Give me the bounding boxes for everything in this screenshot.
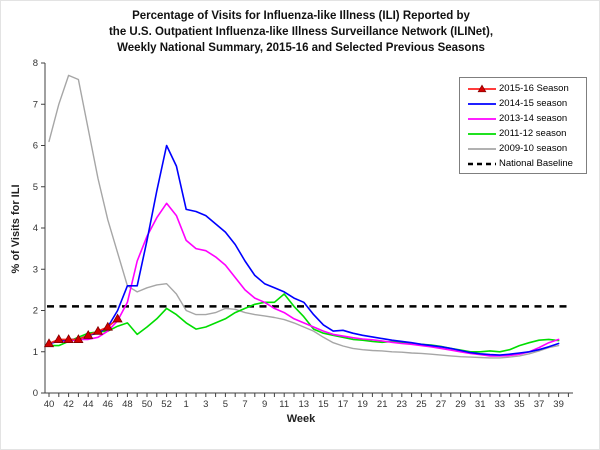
legend-label-2014-15-season: 2014-15 season [499,98,568,109]
x-tick-label: 31 [475,399,486,410]
legend-item-2009-10-season: 2009-10 season [460,141,586,156]
legend-sample-2014-15-season [468,102,496,105]
x-tick-label: 17 [338,399,349,410]
x-tick-label: 19 [357,399,368,410]
marker-2015-16-season [63,334,74,343]
marker-2015-16-season [73,334,84,343]
x-tick-label: 44 [83,399,94,410]
legend-triangle-marker-icon [477,83,487,92]
y-tick-label: 6 [33,141,38,152]
legend-sample-2011-12-season [468,132,496,135]
series-line-2011-12-season [48,293,560,353]
x-tick-label: 50 [142,399,153,410]
y-tick-label: 8 [33,58,38,69]
legend-label-national-baseline: National Baseline [499,158,573,169]
legend-sample-2013-14-season [468,117,496,120]
x-tick-label: 23 [397,399,408,410]
legend-sample-2009-10-season [468,147,496,150]
x-tick-label: 52 [161,399,172,410]
chart-title: Percentage of Visits for Influenza-like … [1,8,599,56]
y-axis-title: % of Visits for ILI [10,184,22,274]
chart-title-line-3: Weekly National Summary, 2015-16 and Sel… [117,42,485,54]
legend-sample-2015-16-season [468,83,496,92]
y-tick-label: 7 [33,99,38,110]
marker-2015-16-season [92,325,104,335]
x-tick-label: 1 [184,399,189,410]
x-tick-label: 11 [279,399,289,410]
legend-label-2011-12-season: 2011-12 season [499,128,567,139]
marker-2015-16-season [53,334,64,343]
x-axis-title: Week [286,413,316,425]
x-tick-label: 40 [44,399,55,410]
x-tick-label: 27 [436,399,447,410]
x-tick-label: 42 [63,399,74,410]
x-tick-label: 37 [534,399,545,410]
legend-item-2015-16-season: 2015-16 Season [460,81,586,96]
legend-label-2015-16-season: 2015-16 Season [499,83,569,94]
x-tick-label: 21 [377,399,388,410]
legend-label-2009-10-season: 2009-10 season [499,143,568,154]
x-tick-label: 46 [103,399,114,410]
legend-label-2013-14-season: 2013-14 season [499,113,568,124]
x-tick-label: 15 [318,399,329,410]
legend-item-2014-15-season: 2014-15 season [460,96,586,111]
chart-title-line-2: the U.S. Outpatient Influenza-like Illne… [108,26,494,38]
legend-sample-national-baseline [468,162,496,165]
legend-item-national-baseline: National Baseline [460,156,586,171]
marker-2015-16-season [102,321,113,331]
marker-2015-16-season [112,313,123,323]
y-tick-label: 2 [33,306,38,317]
y-tick-label: 3 [33,264,38,275]
x-tick-label: 13 [299,399,310,410]
x-tick-label: 35 [514,399,525,410]
y-tick-label: 4 [33,223,38,234]
x-tick-label: 25 [416,399,427,410]
y-tick-label: 0 [33,388,38,399]
x-tick-label: 29 [455,399,466,410]
y-tick-label: 1 [33,347,38,358]
x-tick-label: 39 [553,399,564,410]
chart-title-line-1: Percentage of Visits for Influenza-like … [132,10,470,22]
series-line-2009-10-season [48,74,560,359]
x-tick-label: 3 [203,399,208,410]
x-tick-label: 9 [262,399,267,410]
x-tick-label: 5 [223,399,228,410]
x-tick-label: 48 [122,399,133,410]
x-tick-label: 7 [242,399,247,410]
legend-item-2011-12-season: 2011-12 season [460,126,586,141]
marker-2015-16-season [43,338,55,348]
legend: 2015-16 Season 2014-15 season 2013-14 seas… [459,77,587,174]
series-line-2014-15-season [48,144,560,356]
x-tick-label: 33 [495,399,506,410]
y-tick-label: 5 [33,182,38,193]
legend-item-2013-14-season: 2013-14 season [460,111,586,126]
marker-2015-16-season [83,330,94,339]
